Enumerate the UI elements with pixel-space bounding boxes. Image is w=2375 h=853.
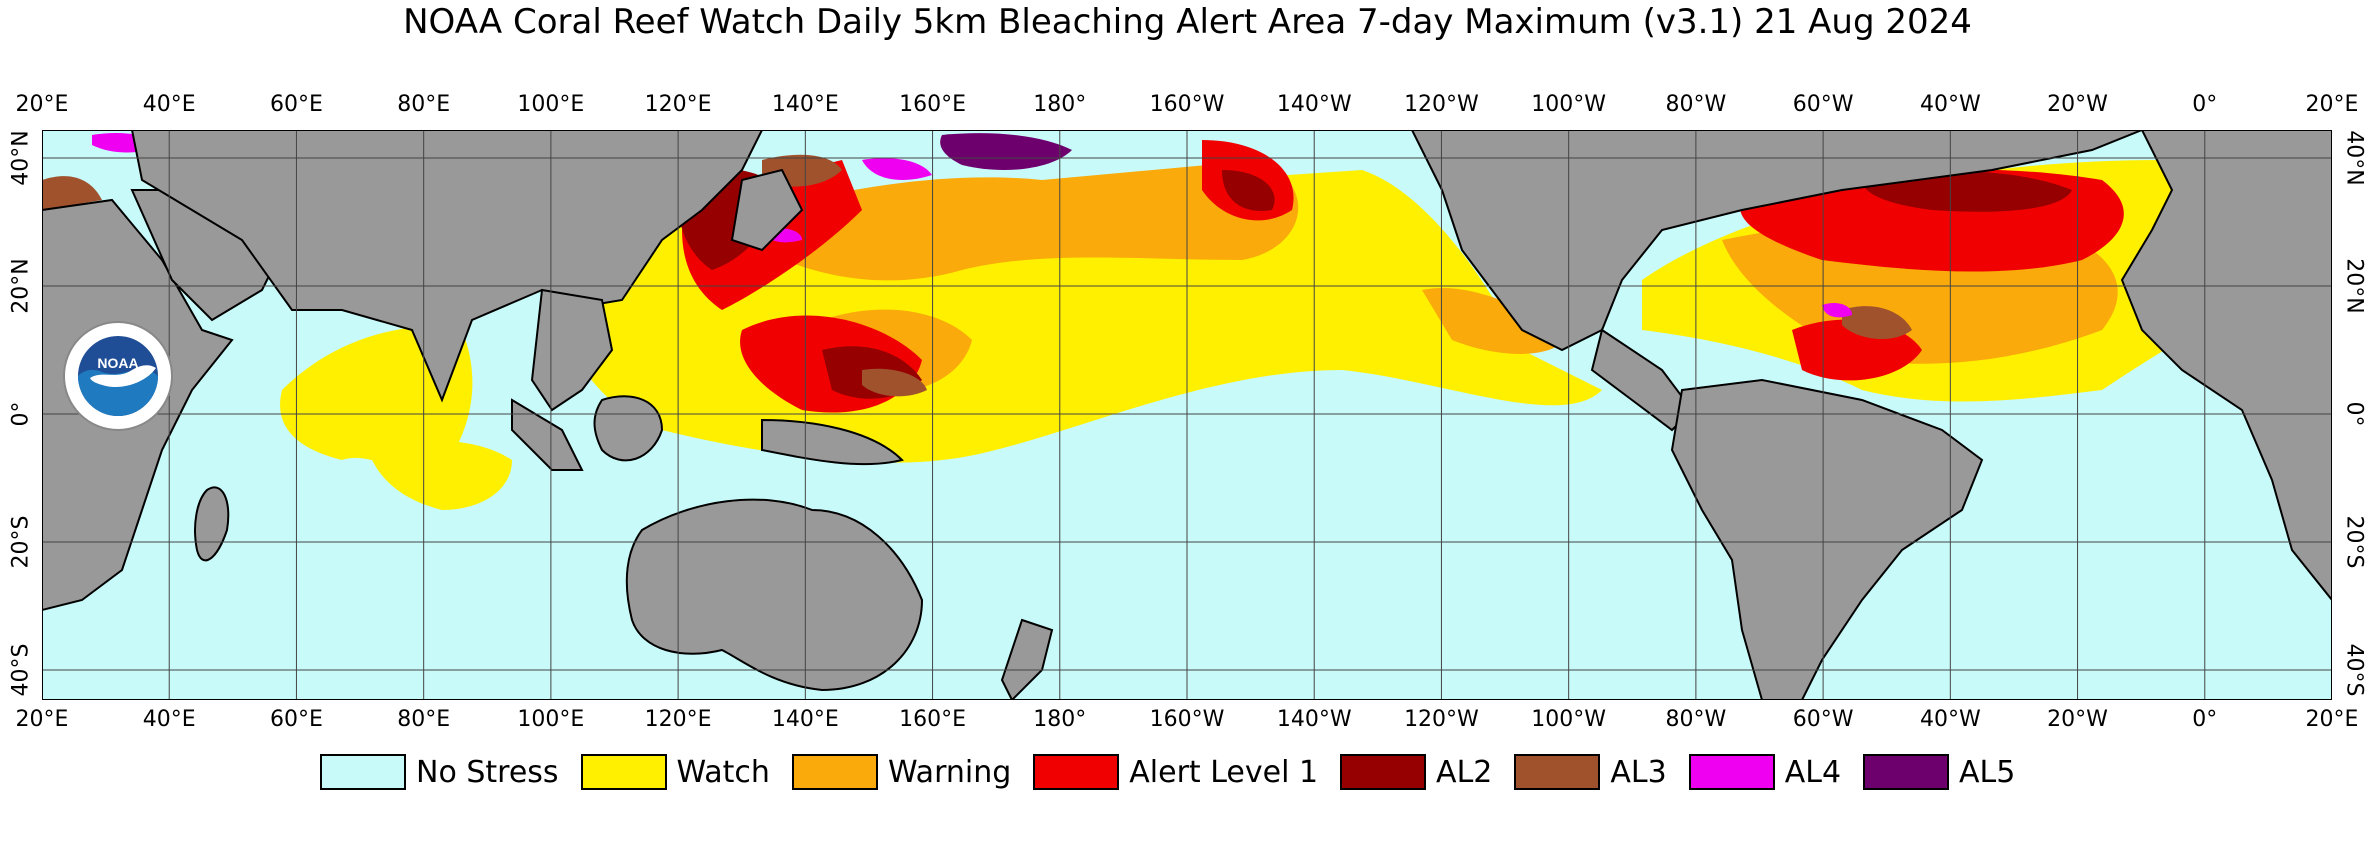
al3-zones [42, 154, 1912, 397]
longitude-tick-label: 60°W [1792, 707, 1854, 732]
borneo-landmass [593, 395, 664, 462]
noaa-logo-text: NOAA [97, 355, 138, 371]
legend-swatch [1340, 754, 1427, 790]
legend-label: Alert Level 1 [1129, 754, 1319, 790]
legend-swatch [1863, 754, 1950, 790]
legend-swatch [1514, 754, 1601, 790]
noaa-logo-icon: NOAA [63, 321, 173, 431]
longitude-tick-label: 120°W [1404, 92, 1479, 117]
map-title: NOAA Coral Reef Watch Daily 5km Bleachin… [403, 2, 1972, 42]
longitude-tick-label: 160°W [1149, 92, 1225, 117]
longitude-tick-label: 40°W [1919, 707, 1981, 732]
longitude-tick-label: 100°W [1531, 92, 1607, 117]
longitude-tick-label: 60°E [269, 707, 323, 732]
map-grid [42, 130, 2332, 700]
longitude-tick-label: 100°E [517, 92, 585, 117]
latitude-tick-label: 20°N [2341, 258, 2367, 314]
legend-swatch [580, 754, 667, 790]
legend-swatch [791, 754, 878, 790]
longitude-tick-label: 20°E [15, 707, 69, 732]
longitude-tick-label: 140°W [1276, 707, 1352, 732]
longitude-tick-label: 80°E [397, 92, 451, 117]
latitude-tick-label: 40°S [8, 643, 34, 697]
legend-item: Watch [580, 754, 770, 790]
legend-label: AL2 [1436, 754, 1493, 790]
longitude-tick-label: 40°E [142, 707, 196, 732]
australia-landmass [625, 498, 924, 692]
latitude-tick-label: 40°N [8, 130, 34, 186]
legend: No Stress Watch Warning Alert Level 1 AL2 AL3… [320, 752, 2037, 792]
longitude-tick-label: 100°E [517, 707, 585, 732]
longitude-tick-label: 120°E [644, 707, 712, 732]
longitude-tick-label: 20°E [2305, 707, 2359, 732]
longitude-tick-label: 60°E [269, 92, 323, 117]
legend-item: Warning [791, 754, 1012, 790]
longitude-tick-label: 100°W [1531, 707, 1607, 732]
latitude-tick-label: 20°S [2341, 515, 2367, 569]
indochina-landmass [530, 288, 614, 412]
longitude-tick-label: 20°W [2047, 92, 2108, 117]
longitude-tick-label: 0° [2192, 707, 2218, 732]
map-canvas [42, 130, 2332, 700]
longitude-tick-label: 80°E [397, 707, 451, 732]
longitude-tick-label: 180° [1033, 92, 1087, 117]
legend-item: AL5 [1863, 754, 2015, 790]
new-guinea-landmass [761, 418, 904, 466]
legend-label: No Stress [416, 754, 559, 790]
longitude-tick-label: 20°W [2047, 707, 2108, 732]
latitude-tick-label: 20°S [8, 515, 34, 569]
latitude-tick-label: 40°N [2341, 130, 2367, 186]
japan-landmass [730, 168, 804, 252]
latitude-tick-label: 0° [2341, 401, 2367, 427]
legend-item: AL2 [1340, 754, 1492, 790]
longitude-tick-label: 160°W [1149, 707, 1225, 732]
central-america-landmass [1590, 328, 1694, 432]
legend-label: AL4 [1784, 754, 1842, 790]
longitude-tick-label: 160°E [899, 92, 966, 117]
bleaching-alert-map: NOAA [42, 130, 2332, 700]
longitude-tick-label: 140°E [771, 92, 839, 117]
south-america-landmass [1670, 378, 1984, 700]
west-africa-landmass [2120, 130, 2332, 602]
north-america-landmass [1410, 130, 2143, 352]
longitude-tick-label: 120°W [1404, 707, 1479, 732]
legend-item: AL4 [1688, 754, 1842, 790]
legend-swatch [320, 754, 406, 790]
latitude-tick-label: 0° [8, 401, 34, 427]
legend-item: AL3 [1514, 754, 1667, 790]
legend-swatch [1688, 754, 1775, 790]
longitude-tick-label: 20°E [15, 92, 69, 117]
latitude-tick-label: 40°S [2341, 643, 2367, 697]
legend-label: AL3 [1610, 754, 1667, 790]
longitude-tick-label: 180° [1033, 707, 1087, 732]
latitude-tick-label: 20°N [8, 258, 34, 314]
longitude-tick-label: 120°E [644, 92, 712, 117]
legend-item: No Stress [320, 754, 559, 790]
longitude-tick-label: 40°W [1919, 92, 1981, 117]
longitude-tick-label: 160°E [899, 707, 966, 732]
longitude-tick-label: 80°W [1665, 707, 1727, 732]
legend-label: AL5 [1959, 754, 2016, 790]
longitude-tick-label: 140°E [771, 707, 839, 732]
longitude-tick-label: 0° [2192, 92, 2218, 117]
legend-item: Alert Level 1 [1033, 754, 1318, 790]
longitude-tick-label: 40°E [142, 92, 196, 117]
longitude-tick-label: 20°E [2305, 92, 2359, 117]
longitude-tick-label: 80°W [1665, 92, 1727, 117]
asia-landmass [130, 130, 764, 403]
longitude-tick-label: 140°W [1276, 92, 1352, 117]
longitude-tick-label: 60°W [1792, 92, 1854, 117]
legend-swatch [1033, 754, 1120, 790]
legend-label: Watch [676, 754, 770, 790]
legend-label: Warning [887, 754, 1012, 790]
sumatra-landmass [511, 398, 584, 471]
